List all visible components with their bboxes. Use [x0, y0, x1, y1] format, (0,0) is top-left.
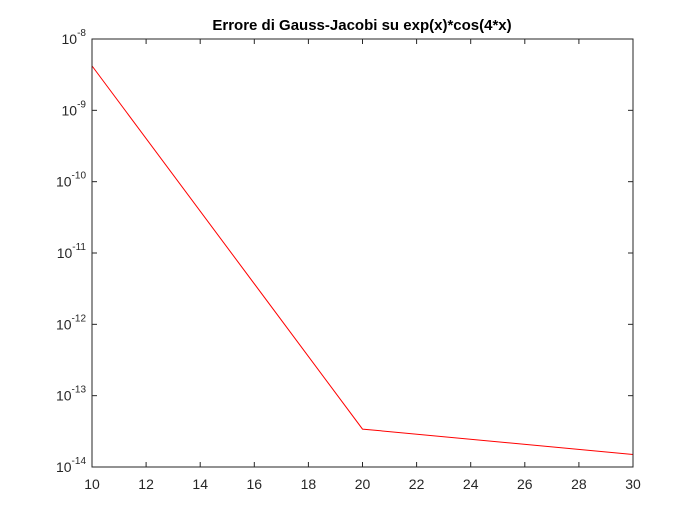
chart-title: Errore di Gauss-Jacobi su exp(x)*cos(4*x…: [212, 17, 511, 34]
y-tick-base: 10: [56, 174, 72, 190]
y-tick-label: 10-14: [56, 456, 86, 475]
x-tick-label: 24: [463, 476, 479, 492]
x-tick-label: 28: [571, 476, 587, 492]
x-tick-label: 10: [84, 476, 100, 492]
axes-layer: 10 12 14 16 18 20 22 24 26 28 3010-1410-1310-1210-…: [56, 28, 641, 492]
y-tick-base: 10: [56, 388, 72, 404]
y-tick-exponent: -11: [72, 242, 86, 253]
y-tick-exponent: -8: [77, 28, 86, 39]
x-tick-label: 22: [409, 476, 425, 492]
y-tick-label: 10-10: [56, 171, 86, 190]
y-tick-base: 10: [56, 316, 72, 332]
x-tick-label: 30: [625, 476, 641, 492]
y-tick-exponent: -12: [72, 313, 87, 324]
x-tick-label: 20: [355, 476, 371, 492]
y-tick-base: 10: [56, 459, 72, 475]
x-tick-label: 12: [138, 476, 154, 492]
series-layer: [91, 65, 634, 455]
y-tick-label: 10-13: [56, 385, 86, 404]
y-tick-base: 10: [62, 102, 78, 118]
x-tick-label: 16: [247, 476, 263, 492]
y-tick-base: 10: [62, 31, 78, 47]
x-tick-label: 18: [301, 476, 317, 492]
axes-box: [91, 38, 634, 468]
y-tick-label: 10-8: [62, 28, 87, 47]
y-tick-label: 10-12: [56, 313, 86, 332]
y-tick-base: 10: [57, 245, 73, 261]
x-tick-label: 14: [192, 476, 208, 492]
y-tick-exponent: -14: [72, 456, 87, 467]
y-tick-label: 10-9: [62, 99, 87, 118]
y-tick-exponent: -9: [77, 99, 86, 110]
y-tick-exponent: -10: [72, 171, 87, 182]
plot-background: [92, 39, 633, 467]
y-tick-label: 10-11: [57, 242, 87, 261]
series-line: [91, 65, 634, 455]
y-tick-exponent: -13: [72, 385, 87, 396]
x-tick-label: 26: [517, 476, 533, 492]
